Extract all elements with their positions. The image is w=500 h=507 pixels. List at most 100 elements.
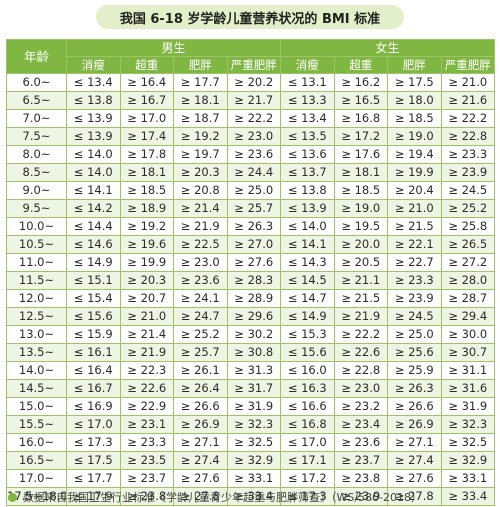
female-bmi-cell: ≤ 17.3 (280, 487, 335, 506)
male-bmi-cell: ≥ 24.4 (226, 163, 282, 182)
female-bmi-cell: ≤ 16.6 (280, 397, 335, 416)
male-bmi-cell: ≥ 21.9 (119, 343, 174, 362)
female-bmi-cell: ≥ 23.4 (333, 415, 389, 434)
female-bmi-cell: ≥ 28.7 (440, 289, 496, 308)
table-row: 13.0~ ≤ 15.9 ≥ 21.4 ≥ 25.2 ≥ 30.2 ≤ 15.3 ≥ 22.… (6, 325, 496, 344)
male-bmi-cell: ≥ 23.1 (119, 415, 174, 434)
male-bmi-cell: ≥ 20.7 (119, 289, 174, 308)
male-bmi-cell: ≥ 31.7 (226, 379, 282, 398)
male-bmi-cell: ≤ 14.4 (66, 217, 121, 236)
source-note: 数据来自我国卫生行业标准《学龄儿童青少年超重与肥胖筛查》（WS/586-2018… (8, 489, 498, 505)
male-bmi-cell: ≥ 16.4 (119, 73, 174, 92)
male-bmi-cell: ≥ 27.4 (173, 451, 228, 470)
male-underweight-header: 消瘦 (66, 56, 121, 74)
female-bmi-cell: ≥ 20.4 (387, 181, 442, 200)
female-bmi-cell: ≤ 13.4 (280, 109, 335, 128)
female-bmi-cell: ≥ 18.1 (333, 163, 389, 182)
male-bmi-cell: ≥ 32.3 (226, 415, 282, 434)
page-title: 我国 6-18 岁学龄儿童营养状况的 BMI 标准 (96, 5, 404, 29)
female-bmi-cell: ≥ 22.2 (440, 109, 496, 128)
male-bmi-cell: ≥ 22.2 (226, 109, 282, 128)
table-row: 9.0~ ≤ 14.1 ≥ 18.5 ≥ 20.8 ≥ 25.0 ≤ 13.8 ≥ 18.5… (6, 181, 496, 200)
male-bmi-cell: ≥ 23.0 (226, 127, 282, 146)
male-bmi-cell: ≥ 17.4 (119, 127, 174, 146)
female-bmi-cell: ≥ 20.0 (333, 235, 389, 254)
female-bmi-cell: ≥ 19.4 (387, 145, 442, 164)
table-header: 年龄 男生 女生 消瘦 超重 肥胖 严重肥胖 消瘦 超重 肥胖 严重肥胖 (6, 39, 496, 74)
table-row: 8.0~ ≤ 14.0 ≥ 17.8 ≥ 19.7 ≥ 23.6 ≤ 13.6 ≥ 17.6… (6, 145, 496, 164)
female-bmi-cell: ≥ 23.9 (333, 487, 389, 506)
female-bmi-cell: ≥ 33.4 (440, 487, 496, 506)
table-row: 11.5~ ≤ 15.1 ≥ 20.3 ≥ 23.6 ≥ 28.3 ≤ 14.5 ≥ 21.… (6, 271, 496, 290)
age-cell: 13.0~ (6, 325, 67, 344)
male-bmi-cell: ≥ 21.4 (119, 325, 174, 344)
bmi-table: 年龄 男生 女生 消瘦 超重 肥胖 严重肥胖 消瘦 超重 肥胖 严重肥胖 6.0… (6, 39, 496, 506)
female-bmi-cell: ≥ 23.7 (333, 451, 389, 470)
male-bmi-cell: ≤ 14.0 (66, 145, 121, 164)
male-group-header: 男生 (65, 39, 282, 57)
male-bmi-cell: ≥ 33.1 (226, 469, 282, 488)
male-bmi-cell: ≥ 27.6 (226, 253, 282, 272)
female-bmi-cell: ≤ 13.3 (280, 91, 335, 110)
table-row: 17.5~18.0 ≤ 17.9 ≥ 23.8 ≥ 27.8 ≥ 33.4 ≤ 17.3 ≥… (6, 487, 496, 506)
male-bmi-cell: ≥ 27.0 (226, 235, 282, 254)
female-bmi-cell: ≥ 27.8 (387, 487, 442, 506)
male-bmi-cell: ≥ 23.8 (119, 487, 174, 506)
female-bmi-cell: ≥ 25.9 (387, 361, 442, 380)
female-bmi-cell: ≤ 15.3 (280, 325, 335, 344)
male-bmi-cell: ≤ 14.1 (66, 181, 121, 200)
female-bmi-cell: ≤ 14.1 (280, 235, 335, 254)
male-bmi-cell: ≥ 26.6 (173, 397, 228, 416)
male-bmi-cell: ≤ 13.8 (66, 91, 121, 110)
male-bmi-cell: ≥ 18.1 (173, 91, 228, 110)
header-row-groups: 年龄 男生 女生 (6, 39, 496, 74)
table-row: 6.0~ ≤ 13.4 ≥ 16.4 ≥ 17.7 ≥ 20.2 ≤ 13.1 ≥ 16.2… (6, 73, 496, 92)
male-bmi-cell: ≥ 18.1 (119, 163, 174, 182)
table-row: 10.0~ ≤ 14.4 ≥ 19.2 ≥ 21.9 ≥ 26.3 ≤ 14.0 ≥ 19.… (6, 217, 496, 236)
female-bmi-cell: ≤ 16.0 (280, 361, 335, 380)
male-bmi-cell: ≥ 19.2 (119, 217, 174, 236)
female-bmi-cell: ≥ 26.5 (440, 235, 496, 254)
age-cell: 8.0~ (6, 145, 67, 164)
male-bmi-cell: ≤ 17.5 (66, 451, 121, 470)
female-bmi-cell: ≥ 31.9 (440, 397, 496, 416)
male-bmi-cell: ≤ 16.7 (66, 379, 121, 398)
male-bmi-cell: ≥ 18.7 (173, 109, 228, 128)
female-bmi-cell: ≥ 30.0 (440, 325, 496, 344)
female-bmi-cell: ≤ 13.1 (280, 73, 335, 92)
female-bmi-cell: ≥ 21.1 (333, 271, 389, 290)
male-bmi-cell: ≥ 20.2 (226, 73, 282, 92)
male-bmi-cell: ≥ 24.7 (173, 307, 228, 326)
table-row: 17.0~ ≤ 17.7 ≥ 23.7 ≥ 27.6 ≥ 33.1 ≤ 17.2 ≥ 23.… (6, 469, 496, 488)
male-bmi-cell: ≥ 23.7 (119, 469, 174, 488)
table-row: 16.5~ ≤ 17.5 ≥ 23.5 ≥ 27.4 ≥ 32.9 ≤ 17.1 ≥ 23.… (6, 451, 496, 470)
male-bmi-cell: ≥ 22.3 (119, 361, 174, 380)
male-bmi-cell: ≥ 33.4 (226, 487, 282, 506)
female-bmi-cell: ≥ 22.7 (387, 253, 442, 272)
male-bmi-cell: ≤ 17.9 (66, 487, 121, 506)
female-bmi-cell: ≥ 23.9 (387, 289, 442, 308)
female-bmi-cell: ≥ 19.5 (333, 217, 389, 236)
age-cell: 6.5~ (6, 91, 67, 110)
age-cell: 9.5~ (6, 199, 67, 218)
female-bmi-cell: ≥ 26.3 (387, 379, 442, 398)
male-bmi-cell: ≥ 18.5 (119, 181, 174, 200)
female-bmi-cell: ≤ 14.3 (280, 253, 335, 272)
male-bmi-cell: ≤ 14.6 (66, 235, 121, 254)
female-bmi-cell: ≥ 23.3 (387, 271, 442, 290)
table-row: 16.0~ ≤ 17.3 ≥ 23.3 ≥ 27.1 ≥ 32.5 ≤ 17.0 ≥ 23.… (6, 433, 496, 452)
table-row: 15.0~ ≤ 16.9 ≥ 22.9 ≥ 26.6 ≥ 31.9 ≤ 16.6 ≥ 23.… (6, 397, 496, 416)
female-bmi-cell: ≥ 27.4 (387, 451, 442, 470)
male-bmi-cell: ≥ 22.6 (119, 379, 174, 398)
female-bmi-cell: ≥ 16.5 (333, 91, 389, 110)
female-bmi-cell: ≤ 16.8 (280, 415, 335, 434)
male-bmi-cell: ≥ 26.3 (226, 217, 282, 236)
female-bmi-cell: ≥ 17.5 (387, 73, 442, 92)
female-bmi-cell: ≥ 27.1 (387, 433, 442, 452)
male-bmi-cell: ≤ 14.9 (66, 253, 121, 272)
female-bmi-cell: ≥ 29.4 (440, 307, 496, 326)
male-bmi-cell: ≤ 14.2 (66, 199, 121, 218)
male-bmi-cell: ≥ 25.2 (173, 325, 228, 344)
female-bmi-cell: ≤ 14.5 (280, 271, 335, 290)
female-bmi-cell: ≥ 20.5 (333, 253, 389, 272)
